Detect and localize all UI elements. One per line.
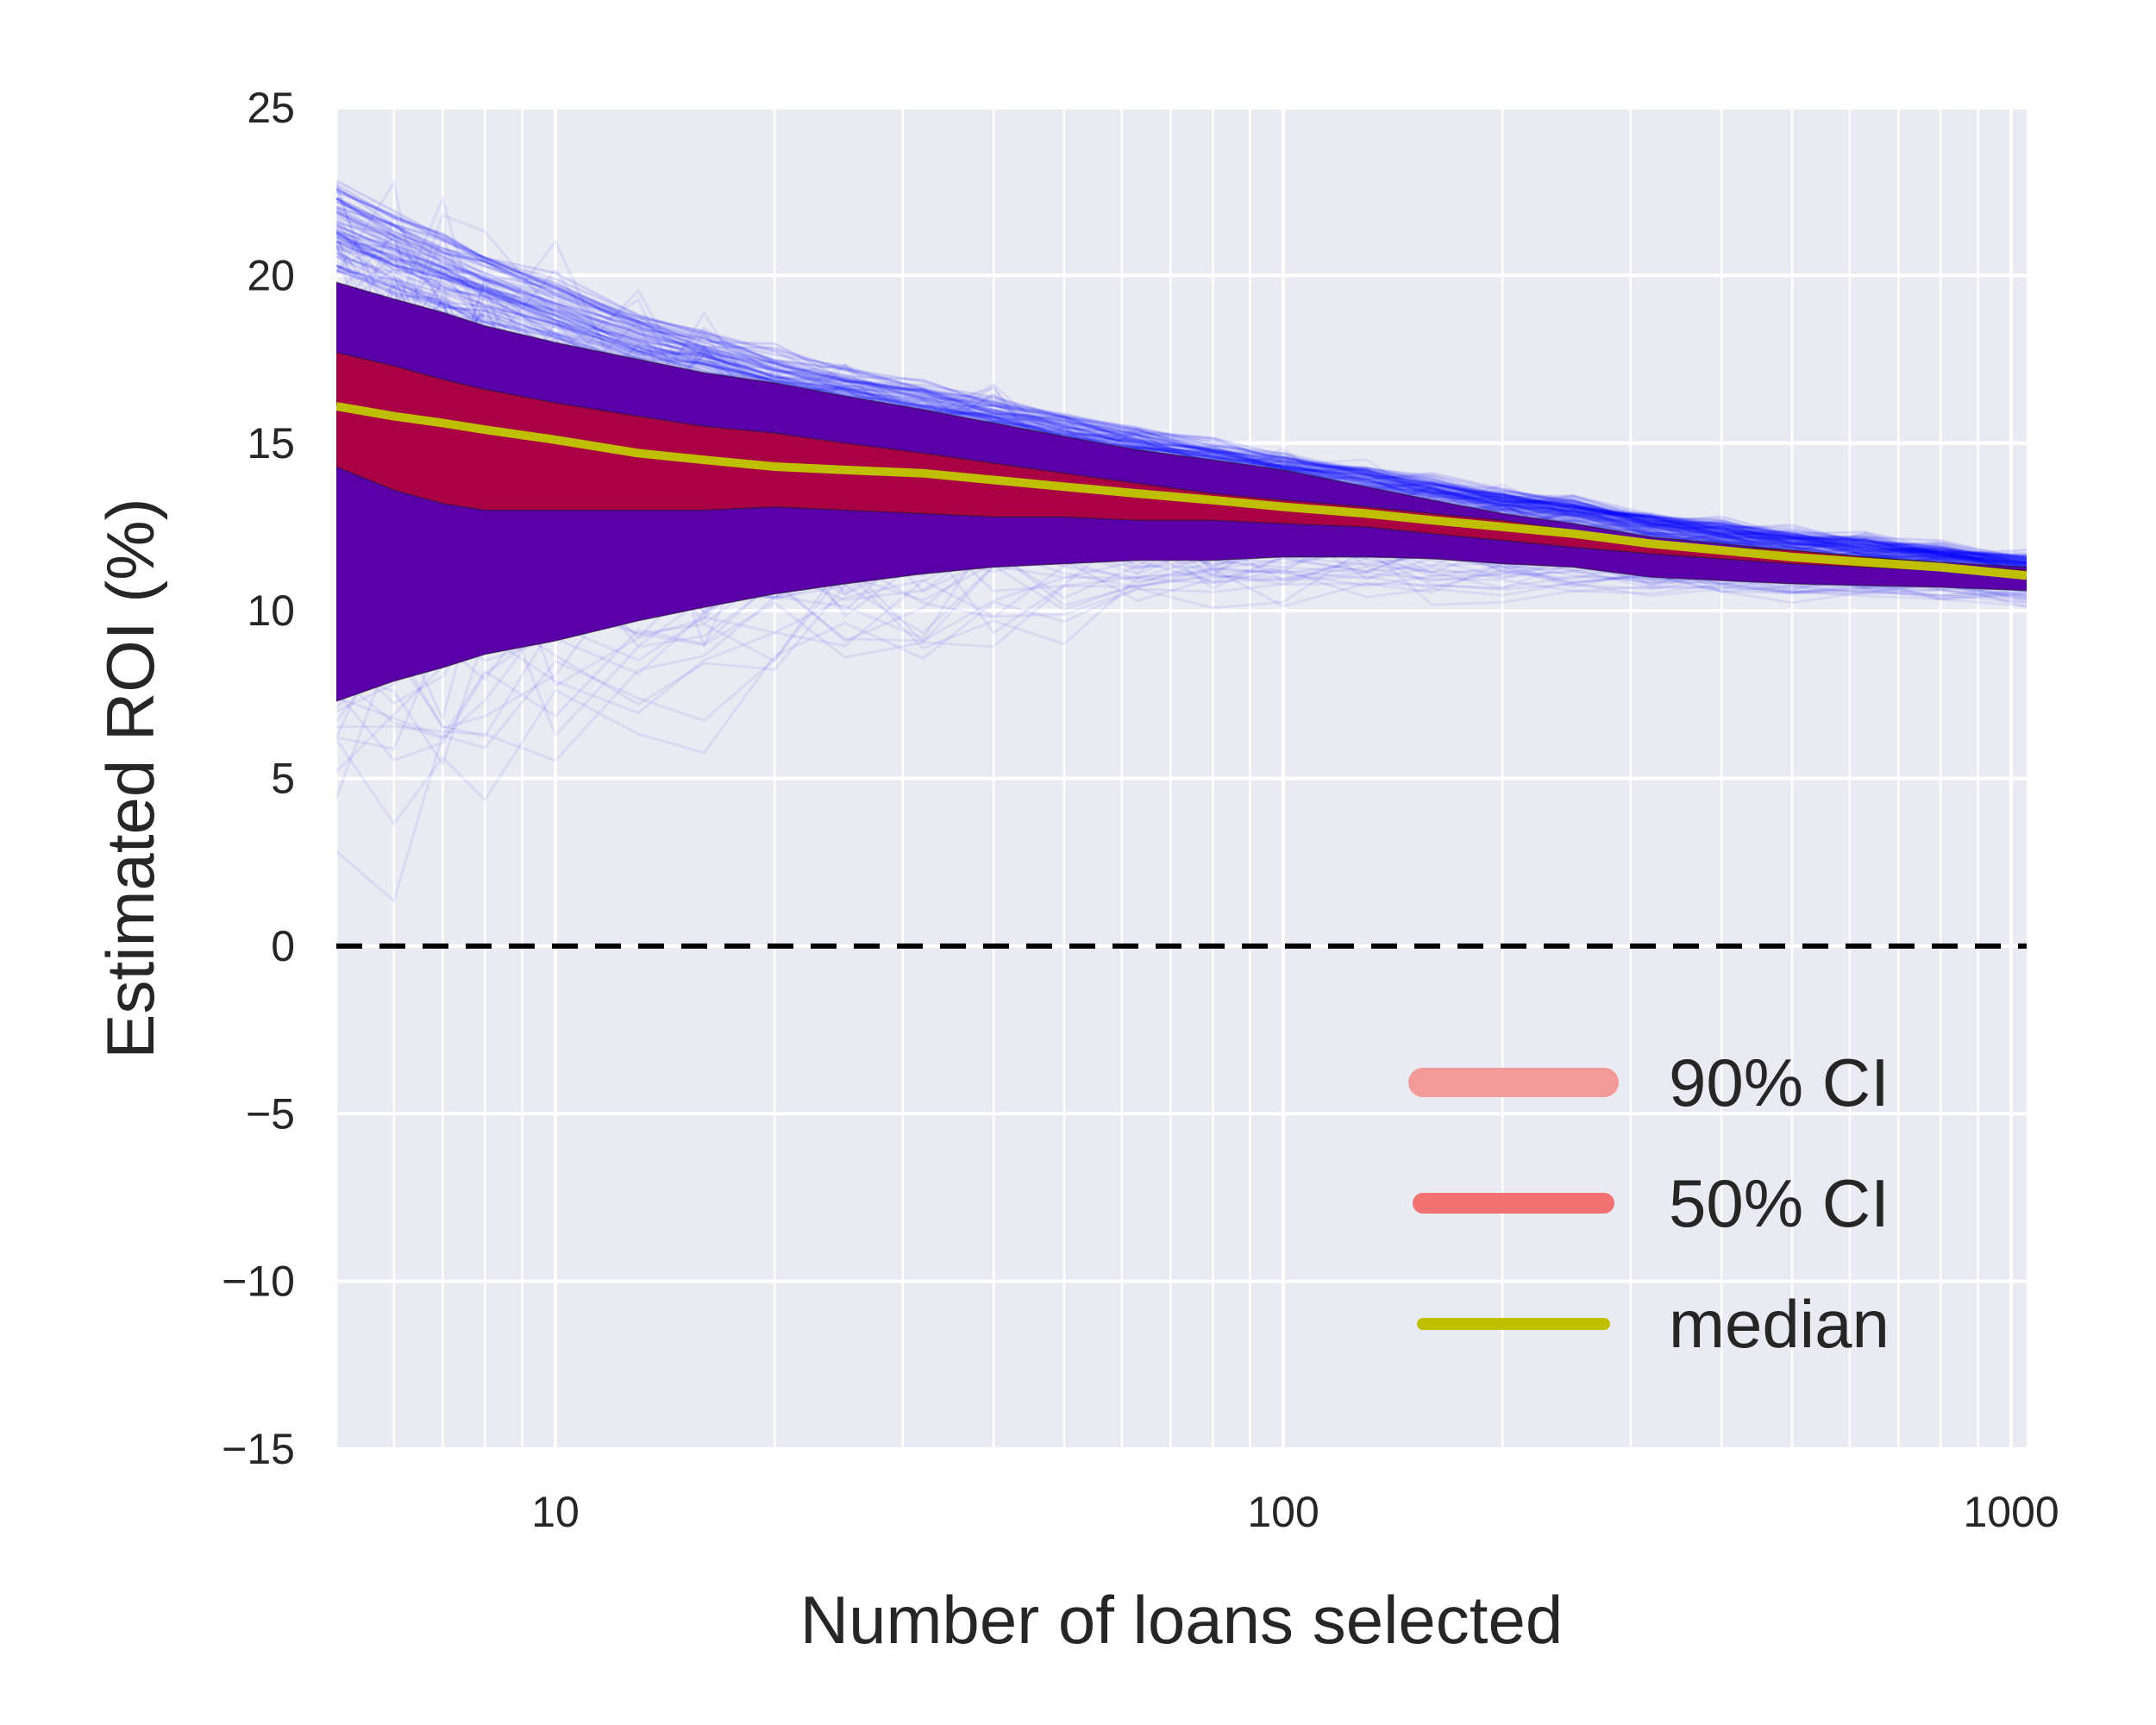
simulation-trace: [336, 196, 2027, 565]
simulation-trace: [336, 235, 2027, 559]
simulation-trace: [336, 234, 2027, 565]
simulation-trace: [336, 185, 2027, 561]
simulation-trace: [336, 210, 2027, 558]
simulation-trace: [336, 207, 2027, 556]
simulation-trace: [336, 187, 2027, 562]
simulation-trace: [336, 200, 2027, 561]
simulation-trace: [336, 213, 2027, 568]
simulation-trace: [336, 561, 2027, 762]
simulation-trace: [336, 197, 2027, 566]
simulation-trace: [336, 240, 2027, 566]
simulation-trace: [336, 241, 2027, 570]
simulation-trace: [336, 197, 2027, 561]
simulation-trace: [336, 197, 2027, 555]
simulation-trace: [336, 231, 2027, 571]
x-axis-title: Number of loans selected: [800, 1582, 1563, 1658]
y-tick-label: 25: [247, 84, 295, 132]
x-tick-label: 10: [531, 1488, 580, 1536]
y-tick-label: 15: [247, 419, 295, 467]
simulation-trace: [336, 553, 2027, 767]
simulation-trace: [336, 204, 2027, 568]
simulation-trace: [336, 255, 2027, 574]
simulation-trace: [336, 222, 2027, 571]
simulation-trace: [336, 183, 2027, 559]
legend-label: 90% CI: [1669, 1044, 1890, 1120]
y-tick-label: −10: [222, 1258, 295, 1306]
y-tick-label: 0: [271, 922, 295, 970]
x-tick-label: 100: [1247, 1488, 1319, 1536]
median-line: [336, 402, 2027, 580]
simulation-trace: [336, 564, 2027, 706]
simulation-trace: [336, 198, 2027, 568]
simulation-trace: [336, 189, 2027, 559]
simulation-trace: [336, 197, 2027, 562]
simulation-trace: [336, 210, 2027, 563]
simulation-trace: [336, 243, 2027, 570]
simulation-trace: [336, 266, 2027, 568]
simulation-trace: [336, 241, 2027, 564]
y-tick-label: 10: [247, 586, 295, 635]
y-tick-label: 20: [247, 251, 295, 299]
simulation-trace: [336, 230, 2027, 567]
simulation-trace: [336, 224, 2027, 570]
simulation-trace: [336, 179, 2027, 557]
simulation-trace: [336, 231, 2027, 566]
simulation-trace: [336, 235, 2027, 565]
ci50-band: [336, 352, 2027, 580]
y-tick-label: −5: [246, 1089, 295, 1138]
simulation-trace: [336, 223, 2027, 561]
simulation-trace: [336, 231, 2027, 560]
simulation-trace: [336, 568, 2027, 903]
simulation-trace: [336, 206, 2027, 556]
simulation-trace: [336, 546, 2027, 826]
legend-label: 50% CI: [1669, 1165, 1890, 1241]
y-tick-label: 5: [271, 755, 295, 803]
simulation-trace: [336, 188, 2027, 563]
simulation-trace: [336, 206, 2027, 568]
simulation-trace: [336, 219, 2027, 565]
simulation-trace: [336, 232, 2027, 565]
simulation-trace: [336, 211, 2027, 561]
simulation-trace: [336, 245, 2027, 561]
simulation-trace: [336, 224, 2027, 560]
y-axis-title: Estimated ROI (%): [92, 498, 168, 1058]
x-tick-label: 1000: [1963, 1488, 2059, 1536]
y-tick-label: −15: [222, 1425, 295, 1473]
simulation-trace: [336, 210, 2027, 565]
simulation-trace: [336, 200, 2027, 565]
simulation-trace: [336, 229, 2027, 562]
legend-label: median: [1669, 1286, 1890, 1362]
simulation-trace: [336, 227, 2027, 571]
simulation-trace: [336, 191, 2027, 559]
simulation-trace: [336, 239, 2027, 567]
